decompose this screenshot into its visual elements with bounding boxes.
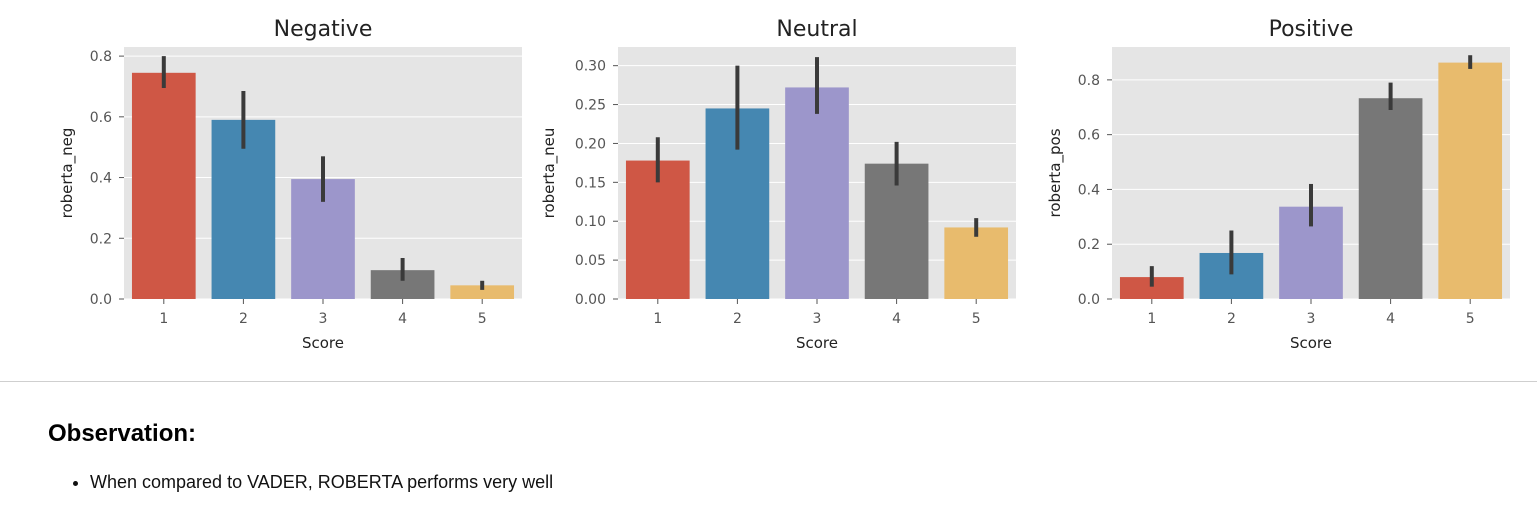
x-tick-label: 1 bbox=[653, 311, 662, 327]
y-tick-label: 0.6 bbox=[90, 110, 112, 126]
y-tick-label: 0.20 bbox=[575, 136, 606, 152]
x-tick-label: 4 bbox=[1386, 311, 1395, 327]
y-tick-label: 0.30 bbox=[575, 59, 606, 75]
bar-score-5 bbox=[1438, 62, 1503, 300]
y-tick-label: 0.2 bbox=[1078, 237, 1100, 253]
x-tick-label: 4 bbox=[398, 311, 407, 327]
bar-score-5 bbox=[450, 285, 515, 299]
bar-score-4 bbox=[864, 163, 929, 299]
y-tick-label: 0.2 bbox=[90, 231, 112, 247]
x-tick-label: 2 bbox=[733, 311, 742, 327]
x-tick-label: 2 bbox=[239, 311, 248, 327]
x-axis-label: Score bbox=[1290, 334, 1332, 352]
y-tick-label: 0.00 bbox=[575, 292, 606, 308]
y-tick-label: 0.4 bbox=[90, 171, 112, 187]
subplot-positive: 0.0 0.2 0.4 0.6 0.8 1 2 3 4 5 Positive Score roberta… bbox=[1046, 17, 1510, 352]
chart-title: Neutral bbox=[776, 17, 857, 42]
y-tick-label: 0.0 bbox=[1078, 292, 1100, 308]
subplot-neutral: 0.00 0.05 0.10 0.15 0.20 0.25 0.30 1 2 3 4 5 Neutral… bbox=[540, 17, 1016, 352]
cell-divider bbox=[0, 381, 1537, 382]
bar-score-5 bbox=[944, 227, 1009, 299]
y-tick-label: 0.4 bbox=[1078, 182, 1100, 198]
y-axis-label: roberta_neg bbox=[58, 128, 77, 219]
bar-score-1 bbox=[625, 160, 690, 299]
chart-title: Negative bbox=[274, 17, 373, 42]
y-tick-label: 0.05 bbox=[575, 253, 606, 269]
bar-score-1 bbox=[1119, 277, 1184, 299]
observation-heading: Observation: bbox=[48, 420, 197, 447]
x-axis-label: Score bbox=[796, 334, 838, 352]
bar-score-1 bbox=[131, 72, 196, 300]
x-tick-label: 1 bbox=[159, 311, 168, 327]
y-tick-label: 0.25 bbox=[575, 98, 606, 114]
y-tick-label: 0.8 bbox=[90, 49, 112, 65]
x-tick-label: 2 bbox=[1227, 311, 1236, 327]
y-axis-label: roberta_neu bbox=[540, 128, 559, 219]
observation-item: When compared to VADER, ROBERTA performs… bbox=[90, 472, 553, 493]
x-tick-label: 4 bbox=[892, 311, 901, 327]
x-tick-label: 1 bbox=[1147, 311, 1156, 327]
x-tick-label: 3 bbox=[1307, 311, 1316, 327]
y-tick-label: 0.0 bbox=[90, 292, 112, 308]
y-tick-label: 0.8 bbox=[1078, 73, 1100, 89]
x-tick-label: 3 bbox=[813, 311, 822, 327]
x-tick-label: 5 bbox=[972, 311, 981, 327]
x-axis-label: Score bbox=[302, 334, 344, 352]
bar-score-2 bbox=[211, 119, 276, 300]
x-tick-label: 5 bbox=[1466, 311, 1475, 327]
chart-figure: 0.0 0.2 0.4 0.6 0.8 1 2 3 4 5 Negative Score roberta… bbox=[58, 17, 1510, 352]
y-tick-label: 0.15 bbox=[575, 175, 606, 191]
y-tick-label: 0.6 bbox=[1078, 128, 1100, 144]
y-tick-label: 0.10 bbox=[575, 214, 606, 230]
y-axis-label: roberta_pos bbox=[1046, 128, 1065, 217]
x-tick-label: 3 bbox=[319, 311, 328, 327]
observation-list: When compared to VADER, ROBERTA performs… bbox=[68, 472, 553, 493]
chart-title: Positive bbox=[1269, 17, 1354, 42]
x-tick-label: 5 bbox=[478, 311, 487, 327]
bar-score-3 bbox=[785, 87, 849, 299]
subplot-negative: 0.0 0.2 0.4 0.6 0.8 1 2 3 4 5 Negative Score roberta… bbox=[58, 17, 522, 352]
bar-score-4 bbox=[1358, 98, 1423, 299]
